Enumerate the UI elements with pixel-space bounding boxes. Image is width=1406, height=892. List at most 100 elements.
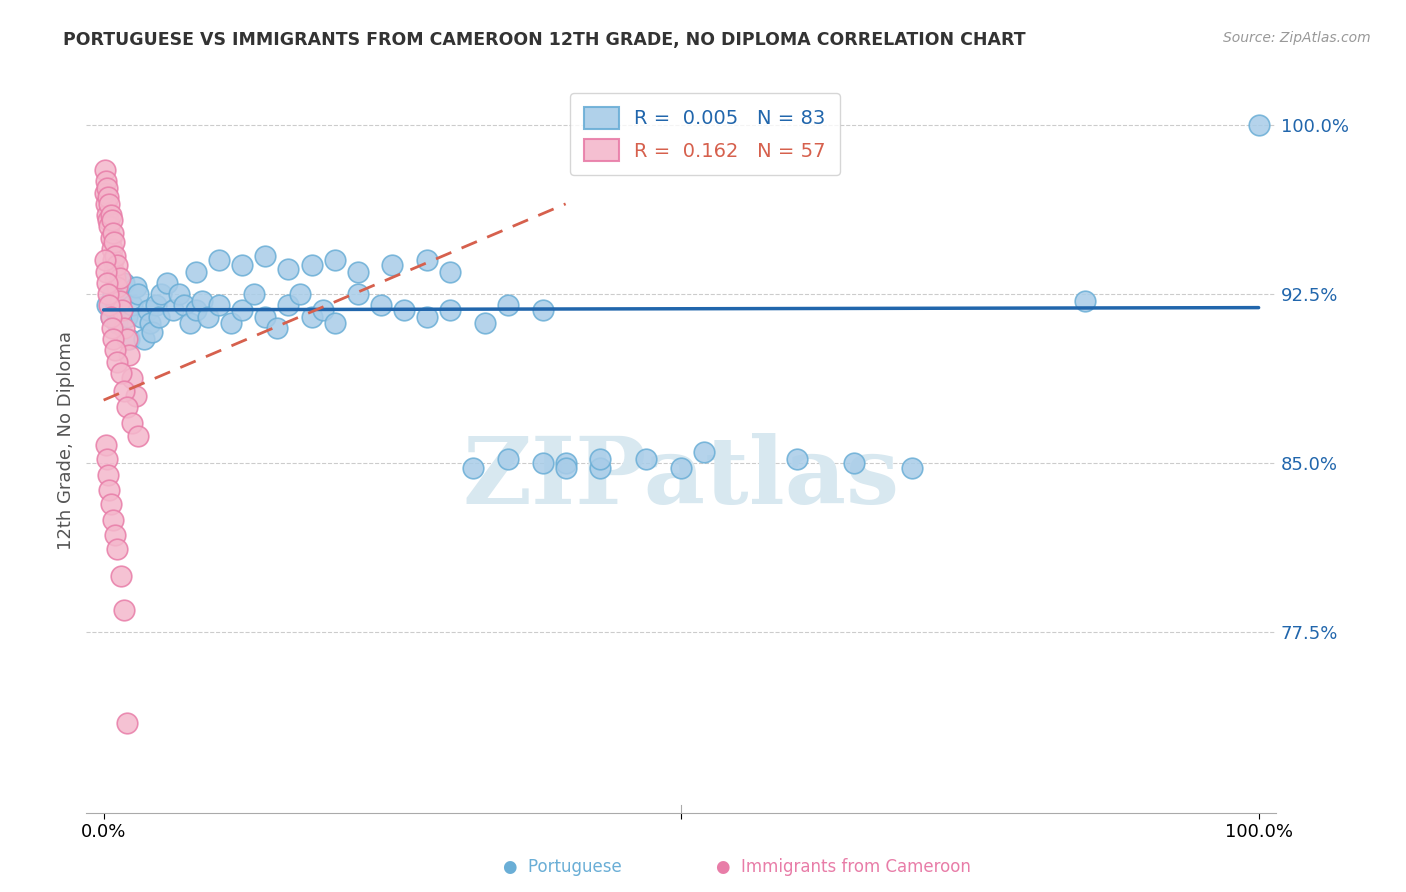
Point — [277, 262, 299, 277]
Point — [103, 264, 125, 278]
Point — [197, 310, 219, 324]
Point — [416, 253, 439, 268]
Point — [231, 302, 253, 317]
Point — [94, 174, 117, 188]
Point — [98, 197, 121, 211]
Point — [312, 302, 335, 317]
Point — [100, 212, 122, 227]
Point — [121, 298, 143, 312]
Point — [589, 460, 612, 475]
Point — [107, 355, 129, 369]
Point — [96, 276, 118, 290]
Point — [112, 276, 135, 290]
Point — [173, 298, 195, 312]
Point — [370, 298, 392, 312]
Point — [277, 298, 299, 312]
Point — [100, 230, 122, 244]
Point — [693, 445, 716, 459]
Point — [104, 528, 127, 542]
Point — [145, 298, 167, 312]
Point — [103, 235, 125, 250]
Point — [107, 280, 129, 294]
Text: ZIPatlas: ZIPatlas — [463, 433, 900, 523]
Point — [107, 317, 129, 331]
Point — [115, 332, 138, 346]
Point — [786, 451, 808, 466]
Point — [474, 317, 496, 331]
Point — [96, 298, 118, 312]
Point — [184, 302, 207, 317]
Point — [127, 287, 149, 301]
Point — [94, 264, 117, 278]
Point — [115, 715, 138, 730]
Point — [94, 253, 117, 268]
Point — [589, 451, 612, 466]
Point — [148, 310, 170, 324]
Point — [463, 460, 485, 475]
Point — [97, 467, 120, 482]
Text: PORTUGUESE VS IMMIGRANTS FROM CAMEROON 12TH GRADE, NO DIPLOMA CORRELATION CHART: PORTUGUESE VS IMMIGRANTS FROM CAMEROON 1… — [63, 31, 1026, 49]
Point — [100, 310, 122, 324]
Point — [132, 332, 155, 346]
Point — [231, 258, 253, 272]
Point — [1074, 293, 1097, 308]
Point — [101, 226, 124, 240]
Point — [96, 451, 118, 466]
Point — [554, 460, 576, 475]
Point — [208, 253, 231, 268]
Point — [288, 287, 311, 301]
Point — [97, 287, 120, 301]
Point — [636, 451, 658, 466]
Point — [101, 253, 124, 268]
Point — [94, 163, 117, 178]
Point — [118, 332, 141, 346]
Point — [100, 497, 122, 511]
Point — [110, 569, 132, 583]
Point — [392, 302, 415, 317]
Point — [156, 276, 179, 290]
Point — [112, 384, 135, 398]
Point — [416, 310, 439, 324]
Point — [108, 271, 131, 285]
Point — [118, 348, 141, 362]
Point — [179, 317, 201, 331]
Point — [100, 321, 122, 335]
Point — [901, 460, 924, 475]
Point — [208, 298, 231, 312]
Point — [254, 249, 277, 263]
Point — [139, 317, 162, 331]
Point — [129, 310, 152, 324]
Point — [98, 298, 121, 312]
Point — [242, 287, 264, 301]
Point — [112, 603, 135, 617]
Point — [100, 208, 122, 222]
Point — [136, 302, 159, 317]
Point — [121, 370, 143, 384]
Text: ●  Immigrants from Cameroon: ● Immigrants from Cameroon — [716, 858, 972, 876]
Point — [669, 460, 692, 475]
Point — [125, 388, 148, 402]
Point — [162, 302, 184, 317]
Point — [100, 242, 122, 256]
Point — [323, 317, 346, 331]
Point — [496, 451, 519, 466]
Y-axis label: 12th Grade, No Diploma: 12th Grade, No Diploma — [58, 331, 75, 550]
Point — [496, 298, 519, 312]
Point — [184, 264, 207, 278]
Point — [301, 258, 323, 272]
Point — [127, 429, 149, 443]
Point — [381, 258, 404, 272]
Point — [121, 416, 143, 430]
Point — [110, 293, 132, 308]
Point — [115, 310, 138, 324]
Point — [94, 438, 117, 452]
Point — [1247, 118, 1270, 132]
Point — [125, 280, 148, 294]
Point — [167, 287, 190, 301]
Point — [219, 317, 242, 331]
Point — [108, 293, 131, 308]
Point — [150, 287, 173, 301]
Legend: R =  0.005   N = 83, R =  0.162   N = 57: R = 0.005 N = 83, R = 0.162 N = 57 — [571, 93, 839, 175]
Point — [107, 258, 129, 272]
Point — [112, 321, 135, 335]
